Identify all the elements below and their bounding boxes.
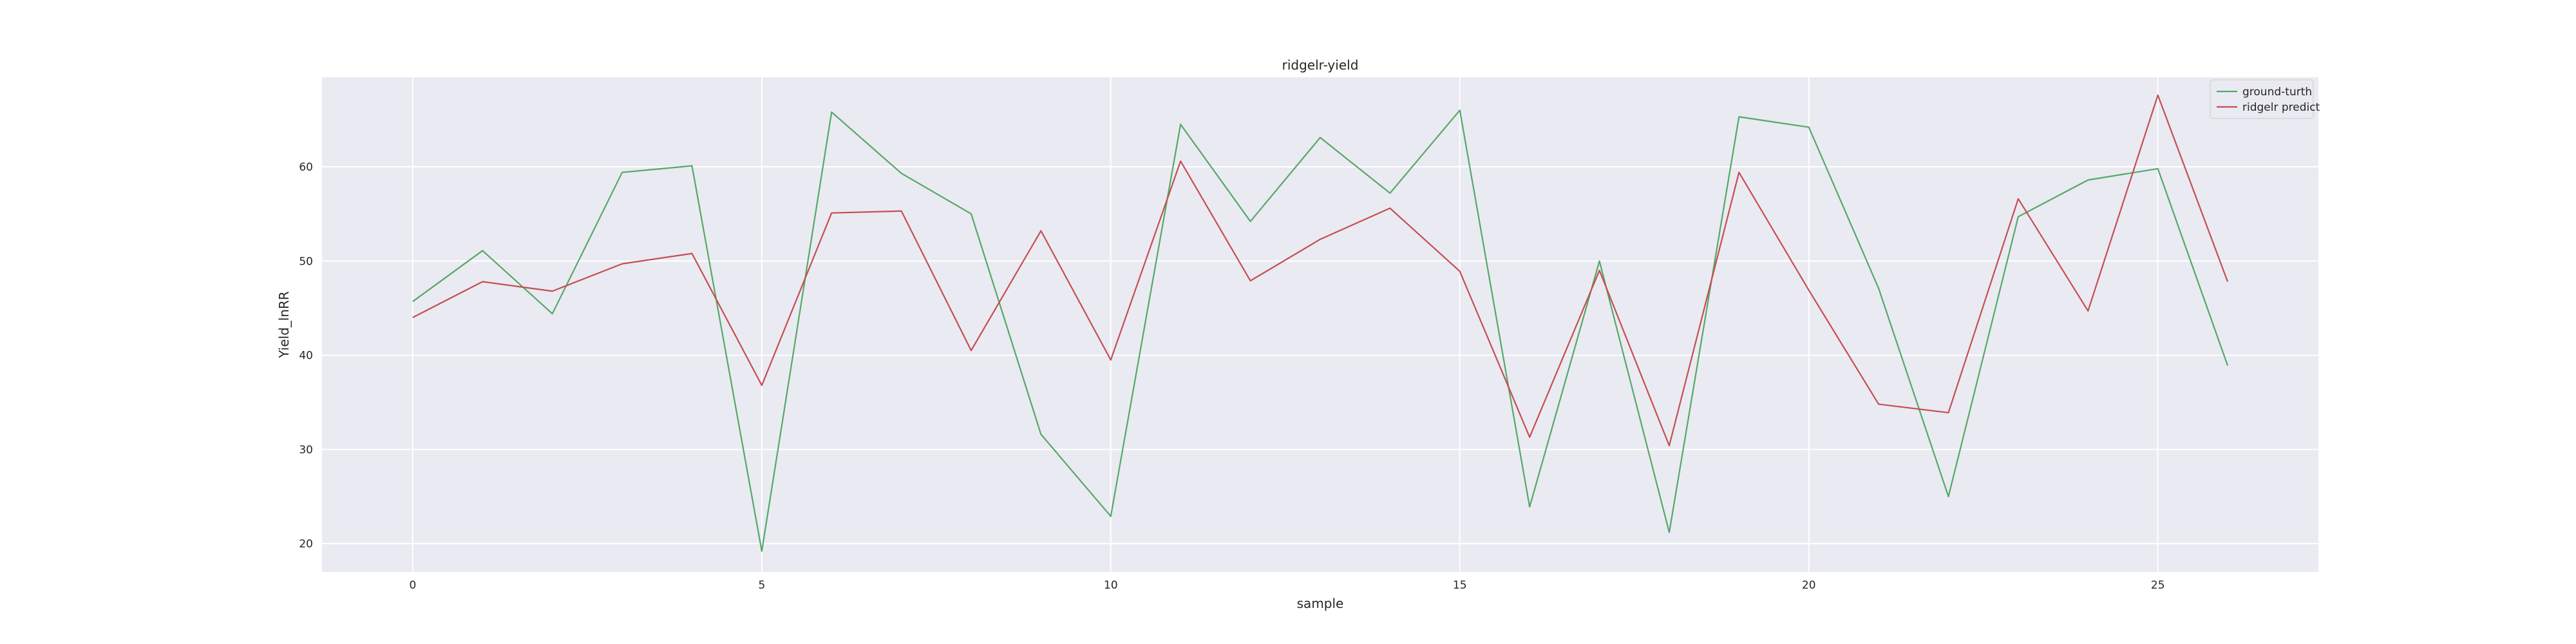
legend-label: ridgelr predict (2242, 101, 2320, 114)
y-tick-label: 20 (299, 538, 313, 551)
y-tick-labels: 20 30 40 50 60 (299, 161, 313, 551)
x-tick-label: 10 (1104, 579, 1118, 592)
x-tick-label: 5 (758, 579, 765, 592)
legend: ground-turth ridgelr predict (2210, 79, 2320, 119)
x-tick-label: 25 (2151, 579, 2165, 592)
x-axis-label: sample (1297, 596, 1344, 611)
y-tick-label: 40 (299, 350, 313, 363)
series-lines (412, 94, 2229, 552)
x-tick-label: 15 (1453, 579, 1467, 592)
series-line-ground-turth (412, 109, 2229, 552)
y-tick-label: 50 (299, 255, 313, 268)
plot-area (322, 77, 2318, 572)
y-tick-label: 30 (299, 444, 313, 457)
y-tick-label: 60 (299, 161, 313, 174)
x-tick-label: 20 (1802, 579, 1816, 592)
legend-label: ground-turth (2242, 86, 2312, 99)
x-tick-labels: 0 5 10 15 20 25 (409, 579, 2164, 592)
chart-title: ridgelr-yield (1282, 57, 1359, 73)
y-axis-label: Yield_lnRR (276, 291, 292, 359)
x-tick-label: 0 (409, 579, 416, 592)
legend-box (2210, 79, 2314, 119)
grid-lines (322, 77, 2318, 572)
series-line-ridgelr-predict (412, 94, 2229, 447)
